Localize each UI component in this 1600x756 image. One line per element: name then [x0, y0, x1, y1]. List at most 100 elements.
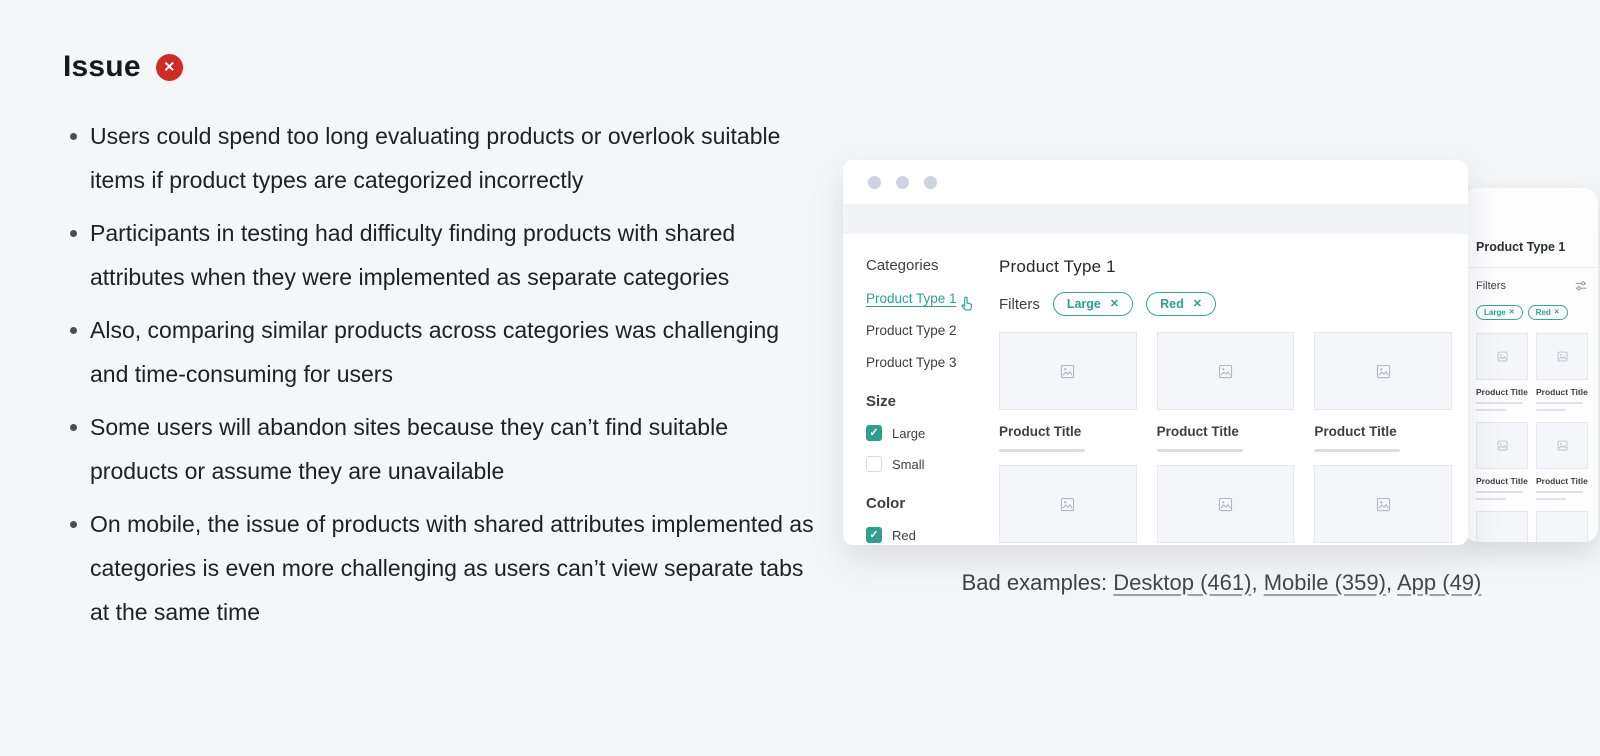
mobile-page-title: Product Type 1 — [1476, 240, 1566, 254]
image-placeholder-icon — [1497, 351, 1507, 362]
bullet-text: Users could spend too long evaluating pr… — [90, 123, 781, 193]
size-heading: Size — [866, 393, 897, 410]
product-card[interactable]: Product Title — [1156, 332, 1295, 452]
x-icon[interactable]: ✕ — [1553, 309, 1560, 316]
list-item: Users could spend too long evaluating pr… — [63, 114, 819, 202]
product-card[interactable]: Product Title — [1156, 465, 1295, 545]
product-title: Product Title — [1476, 476, 1528, 486]
product-image-placeholder — [1476, 511, 1528, 542]
caption-prefix: Bad examples: — [961, 570, 1114, 595]
issue-section: Issue ✕ Users could spend too long evalu… — [63, 50, 833, 643]
link-app-examples[interactable]: App (49) — [1396, 570, 1482, 595]
chip-label: Large — [1484, 308, 1506, 317]
link-mobile-examples[interactable]: Mobile (359) — [1263, 570, 1386, 595]
product-card[interactable] — [1476, 511, 1528, 542]
text-skeleton-line — [1314, 449, 1401, 452]
text-skeleton-line — [1536, 408, 1567, 411]
checkbox-icon[interactable] — [866, 527, 882, 543]
product-listing: Product Type 1 Filters Large ✕ Red ✕ — [994, 257, 1452, 545]
x-icon[interactable]: ✕ — [1109, 297, 1120, 310]
filter-chip[interactable]: Red ✕ — [1527, 305, 1568, 320]
window-body: Categories Product Type 1 Product Type 2… — [843, 234, 1468, 545]
chip-label: Red — [1160, 297, 1184, 311]
product-card[interactable]: Product Title — [999, 332, 1137, 452]
product-image-placeholder — [1536, 422, 1588, 469]
text-skeleton-line — [1536, 401, 1583, 404]
caption: Bad examples: Desktop (461), Mobile (359… — [843, 570, 1600, 596]
image-placeholder-icon — [1376, 364, 1390, 378]
checkbox-icon[interactable] — [866, 425, 882, 441]
product-title: Product Title — [999, 424, 1082, 439]
list-item: On mobile, the issue of products with sh… — [63, 502, 819, 634]
text-skeleton-line — [1476, 497, 1507, 500]
chip-label: Large — [1066, 297, 1101, 311]
mobile-mockup-window: Product Type 1 Filters Large ✕ Red ✕ — [1464, 188, 1598, 542]
cursor-hand-icon — [958, 295, 976, 318]
mobile-product-grid: Product Title Product Title Product Titl… — [1476, 333, 1588, 542]
image-placeholder-icon — [1218, 364, 1233, 378]
checkbox-row-small[interactable]: Small — [866, 456, 994, 472]
product-card[interactable]: Product Title — [999, 465, 1137, 545]
list-item: Also, comparing similar products across … — [63, 308, 819, 396]
link-desktop-examples[interactable]: Desktop (461) — [1113, 570, 1252, 595]
text-skeleton-line — [1536, 490, 1583, 493]
checkbox-icon[interactable] — [866, 456, 882, 472]
filters-label: Filters — [999, 295, 1040, 313]
sidebar-link-product-type-2[interactable]: Product Type 2 — [866, 323, 957, 338]
x-icon[interactable]: ✕ — [1192, 297, 1202, 310]
product-title: Product Title — [1156, 424, 1239, 439]
checkbox-row-large[interactable]: Large — [866, 425, 994, 441]
text-skeleton-line — [1536, 497, 1567, 500]
caption-separator: , — [1251, 570, 1264, 595]
text-skeleton-line — [1476, 490, 1523, 493]
sliders-icon[interactable] — [1574, 279, 1588, 293]
product-card[interactable] — [1536, 511, 1588, 542]
text-skeleton-line — [1476, 408, 1507, 411]
filter-chip[interactable]: Large ✕ — [1476, 305, 1523, 320]
product-image-placeholder — [999, 465, 1137, 543]
browser-toolbar — [843, 204, 1468, 234]
product-card[interactable]: Product Title — [1314, 465, 1452, 545]
sidebar-link-product-type-3[interactable]: Product Type 3 — [866, 355, 957, 370]
list-item: Participants in testing had difficulty f… — [63, 211, 819, 299]
product-image-placeholder — [999, 332, 1137, 410]
product-card[interactable]: Product Title — [1536, 422, 1588, 500]
product-image-placeholder — [1156, 465, 1295, 543]
product-card[interactable]: Product Title — [1476, 333, 1528, 411]
product-title: Product Title — [1314, 424, 1397, 439]
product-card[interactable]: Product Title — [1314, 332, 1452, 452]
image-placeholder-icon — [1557, 440, 1567, 451]
checkbox-row-red[interactable]: Red — [866, 527, 994, 543]
issue-list: Users could spend too long evaluating pr… — [63, 114, 819, 634]
window-dot-icon — [868, 175, 881, 189]
text-skeleton-line — [1156, 449, 1243, 452]
x-icon[interactable]: ✕ — [1508, 309, 1515, 316]
product-title: Product Title — [1536, 387, 1588, 397]
product-title: Product Title — [1536, 476, 1588, 486]
product-image-placeholder — [1476, 333, 1528, 380]
product-image-placeholder — [1314, 332, 1452, 410]
filter-chip[interactable]: Large ✕ — [1052, 292, 1134, 316]
bullet-text: On mobile, the issue of products with sh… — [90, 511, 814, 625]
product-title: Product Title — [1476, 387, 1528, 397]
checkbox-label: Small — [892, 456, 925, 472]
image-placeholder-icon — [1376, 497, 1390, 511]
sidebar-link-product-type-1[interactable]: Product Type 1 — [866, 291, 957, 306]
product-card[interactable]: Product Title — [1476, 422, 1528, 500]
filter-chip[interactable]: Red ✕ — [1146, 292, 1216, 316]
product-image-placeholder — [1156, 332, 1295, 410]
mobile-filter-chips: Large ✕ Red ✕ — [1476, 305, 1588, 320]
product-card[interactable]: Product Title — [1536, 333, 1588, 411]
bullet-text: Also, comparing similar products across … — [90, 317, 780, 387]
checkbox-label: Large — [892, 425, 926, 441]
divider — [1464, 267, 1598, 268]
list-item: Some users will abandon sites because th… — [63, 405, 819, 493]
product-image-placeholder — [1536, 511, 1588, 542]
checkbox-label: Red — [892, 527, 916, 543]
window-dot-icon — [924, 175, 937, 189]
text-skeleton-line — [999, 449, 1085, 452]
image-placeholder-icon — [1497, 440, 1507, 451]
text-skeleton-line — [1476, 401, 1523, 404]
listing-title: Product Type 1 — [999, 257, 1116, 276]
